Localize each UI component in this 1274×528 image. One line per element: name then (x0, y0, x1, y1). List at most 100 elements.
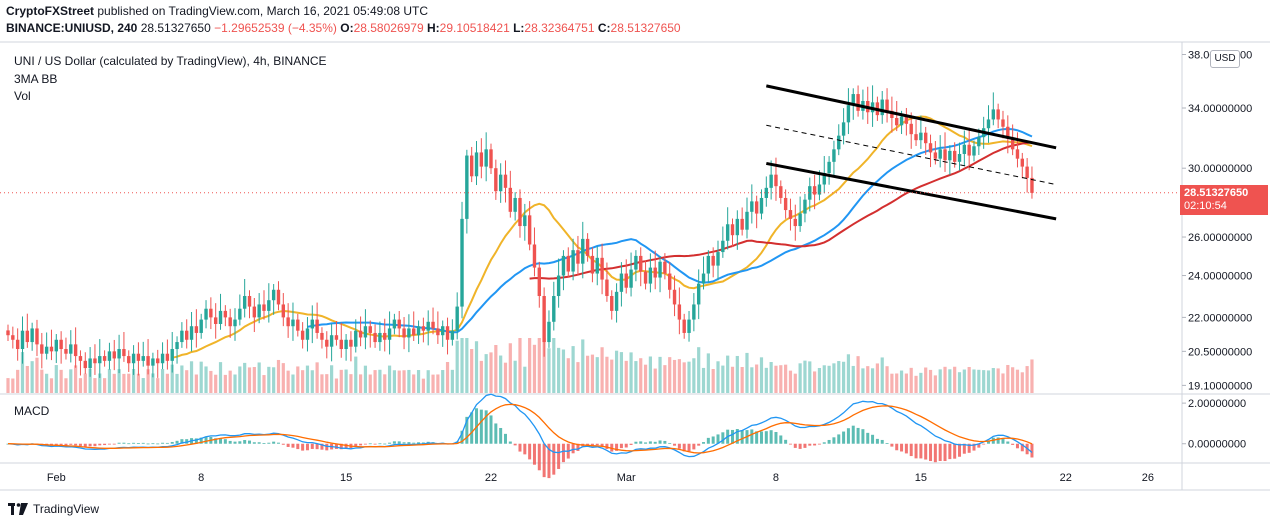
macd-histogram-bar (817, 443, 821, 445)
volume-bar (682, 362, 686, 393)
volume-bar (194, 374, 198, 393)
volume-bar (310, 370, 314, 393)
macd-histogram-bar (392, 441, 396, 444)
volume-bar (64, 378, 68, 393)
candle-body (489, 149, 493, 169)
macd-histogram-bar (769, 430, 773, 444)
volume-bar (861, 368, 865, 393)
macd-histogram-bar (648, 441, 652, 444)
macd-histogram-bar (721, 432, 725, 444)
candle-body (672, 289, 677, 305)
macd-histogram-bar (948, 443, 952, 460)
volume-bar (851, 365, 855, 393)
candle-body (310, 319, 314, 329)
candle-body (185, 330, 189, 340)
candle-body (909, 123, 913, 135)
volume-bar (822, 365, 826, 393)
candle-body (146, 356, 150, 366)
macd-histogram-bar (252, 442, 256, 444)
macd-histogram-bar (204, 436, 208, 444)
candle-body (334, 335, 339, 340)
volume-bar (455, 340, 459, 393)
volume-bar (344, 369, 348, 393)
volume-bar (890, 373, 894, 393)
macd-histogram-bar (238, 441, 242, 444)
volume-bar (199, 361, 203, 393)
candle-body (276, 289, 281, 305)
volume-bar (769, 362, 773, 393)
candle-body (957, 153, 962, 162)
macd-histogram-bar (1011, 443, 1015, 445)
macd-histogram-bar (1015, 443, 1019, 449)
volume-bar (267, 366, 271, 393)
macd-histogram-bar (673, 443, 677, 446)
volume-bar (40, 369, 44, 393)
candle-body (305, 328, 310, 340)
volume-bar (962, 369, 966, 393)
volume-bar (605, 356, 609, 393)
volume-bar (93, 378, 97, 393)
candle-body (523, 215, 527, 227)
macd-histogram-bar (692, 443, 696, 450)
volume-bar (740, 367, 744, 393)
macd-histogram-bar (866, 432, 870, 444)
candle-body (1001, 119, 1005, 127)
bar-countdown: 02:10:54 (1184, 199, 1227, 212)
candle-body (527, 215, 532, 245)
candle-body (421, 326, 426, 331)
volume-bar (948, 369, 952, 393)
macd-histogram-bar (846, 428, 850, 444)
volume-bar (866, 366, 870, 393)
x-tick-label: Mar (617, 472, 636, 484)
volume-bar (711, 369, 715, 393)
candle-body (639, 255, 643, 272)
candle-body (1030, 177, 1034, 193)
volume-bar (557, 347, 561, 393)
volume-bar (581, 339, 585, 393)
x-tick-label: Feb (47, 472, 66, 484)
volume-bar (1030, 359, 1034, 393)
open-label: O: (340, 21, 354, 35)
y-tick-label: 22.00000000 (1188, 312, 1252, 324)
macd-histogram-bar (552, 443, 556, 475)
candle-body (54, 339, 58, 352)
indicator-label: 3MA BB (14, 72, 58, 86)
macd-histogram-bar (735, 429, 739, 444)
candle-body (938, 149, 942, 159)
candle-body (967, 144, 971, 156)
volume-bar (755, 364, 759, 393)
macd-histogram-bar (320, 443, 324, 450)
macd-histogram-bar (276, 442, 280, 444)
volume-bar (677, 359, 681, 393)
currency-badge[interactable]: USD (1210, 50, 1240, 68)
volume-bar (252, 367, 256, 393)
macd-label: MACD (14, 404, 50, 418)
candle-body (1025, 166, 1029, 178)
candle-body (653, 267, 657, 278)
candle-body (112, 351, 116, 359)
candle-body (242, 296, 247, 309)
macd-histogram-bar (1030, 443, 1034, 458)
volume-bar (146, 369, 150, 393)
volume-bar (982, 370, 986, 393)
volume-bar (1001, 373, 1005, 393)
candle-body (696, 283, 701, 305)
volume-bar (837, 361, 841, 393)
volume-bar (726, 355, 730, 393)
macd-histogram-bar (962, 443, 966, 454)
candle-body (40, 344, 44, 354)
candle-body (363, 326, 368, 338)
volume-bar (392, 370, 396, 393)
candle-body (117, 349, 121, 359)
volume-bar (465, 338, 469, 393)
macd-histogram-bar (136, 443, 140, 444)
candle-body (856, 94, 860, 111)
candle-body (962, 144, 967, 154)
macd-histogram-bar (759, 431, 763, 444)
candle-body (93, 358, 97, 364)
volume-bar (928, 369, 933, 393)
volume-bar (841, 361, 846, 393)
candle-body (431, 321, 435, 329)
tradingview-logo[interactable]: TradingView (8, 502, 99, 516)
